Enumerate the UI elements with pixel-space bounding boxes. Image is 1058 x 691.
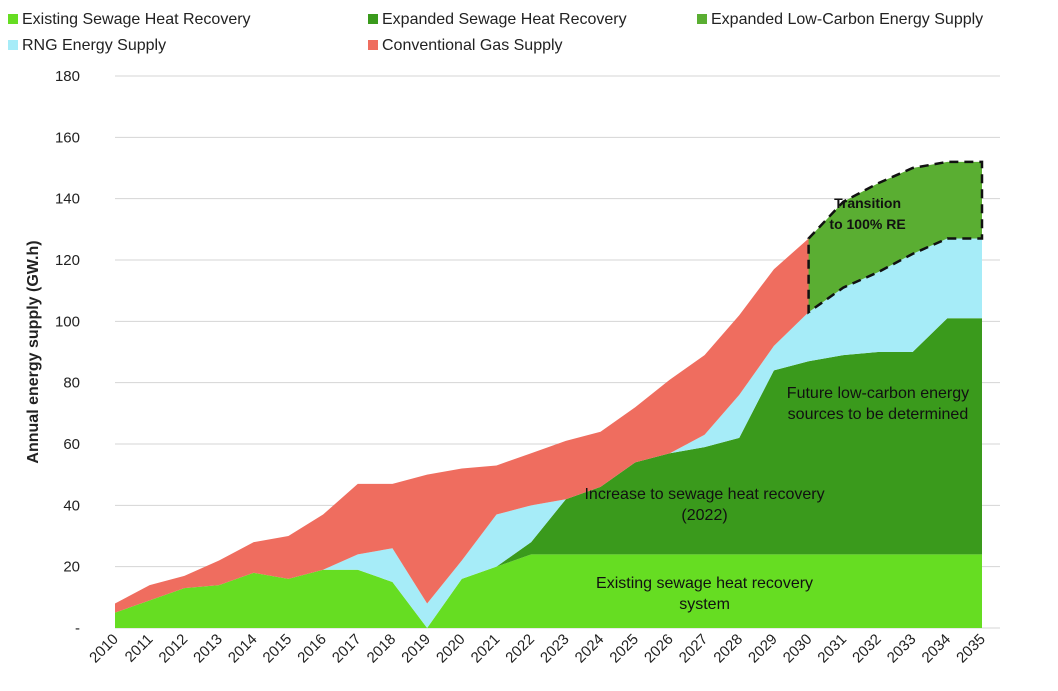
legend-swatch-1 [368,14,378,24]
legend-label-1: Expanded Sewage Heat Recovery [382,11,627,28]
x-tick-label-11: 2021 [468,631,504,667]
y-axis-ticks: - 20 40 60 80 100 120 140 160 180 [55,68,80,637]
x-tick-label-13: 2023 [537,631,573,667]
x-tick-label-18: 2028 [710,631,746,667]
x-tick-label-14: 2024 [572,631,608,667]
x-tick-label-23: 2033 [884,631,920,667]
legend-swatch-4 [368,40,378,50]
transition-polygon [807,160,984,315]
annotation-increase-line-1: (2022) [681,507,727,524]
y-tick-label-7: 140 [55,191,80,208]
y-tick-label-3: 60 [63,436,80,453]
y-tick-label-6: 120 [55,252,80,269]
x-tick-label-5: 2015 [260,631,296,667]
y-tick-label-0: - [75,620,80,637]
x-tick-label-4: 2014 [225,631,261,667]
y-tick-label-9: 180 [55,68,80,85]
y-tick-label-5: 100 [55,313,80,330]
x-tick-label-22: 2032 [849,631,885,667]
x-tick-label-0: 2010 [86,631,122,667]
x-tick-label-20: 2030 [780,631,816,667]
x-tick-label-7: 2017 [329,631,365,667]
x-tick-label-17: 2027 [676,631,712,667]
annotation-existing-line-0: Existing sewage heat recovery [596,575,813,592]
legend-label-0: Existing Sewage Heat Recovery [22,11,251,28]
annotation-future-line-0: Future low-carbon energy [787,385,969,402]
x-tick-label-15: 2025 [606,631,642,667]
legend: Existing Sewage Heat Recovery Expanded Se… [8,11,983,54]
y-axis-label: Annual energy supply (GW.h) [25,240,42,463]
x-tick-label-25: 2035 [953,631,989,667]
area-series-3 [115,238,982,629]
legend-swatch-0 [8,14,18,24]
x-tick-label-21: 2031 [814,631,850,667]
y-tick-label-1: 20 [63,559,80,576]
x-axis-ticks: 2010 2011 2012 2013 2014 2015 2016 2017 2018 2019… [86,631,989,667]
area-series-1 [115,318,982,628]
x-tick-label-12: 2022 [502,631,538,667]
transition-region [807,160,984,315]
legend-label-2: Expanded Low-Carbon Energy Supply [711,11,983,28]
legend-swatch-2 [697,14,707,24]
annotation-transition-line-1: to 100% RE [829,216,905,232]
x-tick-label-19: 2029 [745,631,781,667]
x-tick-label-24: 2034 [919,631,955,667]
annotation-existing-line-1: system [679,596,730,613]
x-tick-label-1: 2011 [122,631,157,666]
y-tick-label-4: 80 [63,375,80,392]
annotation-future-line-1: sources to be determined [788,406,969,423]
y-tick-label-2: 40 [63,497,80,514]
legend-label-3: RNG Energy Supply [22,37,166,54]
legend-label-4: Conventional Gas Supply [382,37,563,54]
annotations: Transition to 100% RE Future low-carbon en… [584,195,969,613]
legend-swatch-3 [8,40,18,50]
x-tick-label-10: 2020 [433,631,469,667]
annotation-transition-line-0: Transition [834,195,901,211]
x-tick-label-2: 2012 [156,631,192,667]
x-tick-label-8: 2018 [364,631,400,667]
area-series-4 [115,238,982,613]
annotation-increase-line-0: Increase to sewage heat recovery [584,486,824,503]
area-series-0 [115,554,982,628]
x-tick-label-3: 2013 [190,631,226,667]
stacked-areas [115,238,982,629]
y-tick-label-8: 160 [55,129,80,146]
x-tick-label-6: 2016 [294,631,330,667]
x-tick-label-9: 2019 [398,631,434,667]
x-tick-label-16: 2026 [641,631,677,667]
